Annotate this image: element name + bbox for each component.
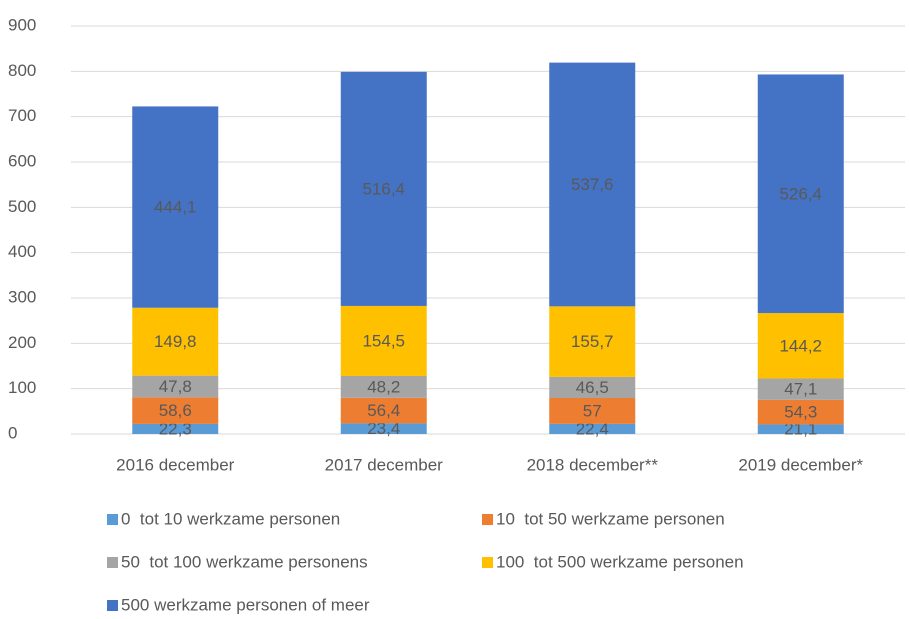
- data-label: 48,2: [367, 377, 400, 396]
- x-tick-label: 2017 december: [325, 455, 443, 474]
- y-tick-label: 0: [8, 423, 17, 442]
- y-tick-label: 100: [8, 378, 36, 397]
- y-tick-label: 200: [8, 333, 36, 352]
- data-label: 57: [583, 401, 602, 420]
- x-tick-label: 2016 december: [116, 455, 234, 474]
- bar-segment: [757, 424, 844, 434]
- data-label: 154,5: [362, 331, 405, 350]
- bar-segment: [549, 423, 636, 434]
- bar-segment: [132, 307, 219, 376]
- x-tick-label: 2019 december*: [738, 455, 863, 474]
- bar-segment: [757, 399, 844, 425]
- data-label: 155,7: [571, 332, 614, 351]
- y-tick-label: 800: [8, 61, 36, 80]
- legend-label: 0 tot 10 werkzame personen: [121, 509, 340, 528]
- bar-segment: [757, 378, 844, 400]
- legend-label: 500 werkzame personen of meer: [121, 595, 370, 614]
- bar-segment: [549, 398, 636, 424]
- bar-segment: [340, 305, 427, 376]
- bar-segment: [132, 375, 219, 398]
- y-tick-label: 500: [8, 197, 36, 216]
- data-label: 144,2: [779, 336, 822, 355]
- bar-segment: [132, 106, 219, 308]
- bar-segment: [340, 423, 427, 434]
- y-tick-label: 400: [8, 242, 36, 261]
- data-label: 149,8: [154, 332, 197, 351]
- data-label: 22,3: [159, 419, 192, 438]
- bar-segment: [132, 397, 219, 424]
- legend-swatch: [482, 557, 493, 568]
- legend-swatch: [482, 514, 493, 525]
- y-tick-label: 700: [8, 106, 36, 125]
- bar-segment: [340, 397, 427, 424]
- x-tick-label: 2018 december**: [527, 455, 659, 474]
- data-label: 537,6: [571, 175, 614, 194]
- data-label: 58,6: [159, 401, 192, 420]
- legend-swatch: [107, 557, 118, 568]
- data-label: 46,5: [576, 378, 609, 397]
- data-label: 526,4: [779, 184, 822, 203]
- bar-segment: [549, 376, 636, 399]
- legend-label: 10 tot 50 werkzame personen: [496, 509, 725, 528]
- data-label: 23,4: [367, 419, 400, 438]
- bar-segment: [549, 62, 636, 307]
- y-tick-label: 900: [8, 15, 36, 34]
- y-tick-label: 600: [8, 151, 36, 170]
- bar-segment: [549, 306, 636, 377]
- legend-label: 100 tot 500 werkzame personen: [496, 552, 744, 571]
- y-tick-label: 300: [8, 287, 36, 306]
- bar-segment: [757, 74, 844, 314]
- bar-segment: [132, 423, 219, 434]
- data-label: 21,1: [784, 420, 817, 439]
- data-label: 56,4: [367, 401, 400, 420]
- data-label: 47,8: [159, 377, 192, 396]
- legend-label: 50 tot 100 werkzame personens: [121, 552, 368, 571]
- legend-swatch: [107, 514, 118, 525]
- legend-swatch: [107, 600, 118, 611]
- bar-segment: [340, 71, 427, 306]
- data-label: 516,4: [362, 179, 405, 198]
- data-label: 444,1: [154, 198, 197, 217]
- bar-segment: [757, 313, 844, 379]
- data-label: 54,3: [784, 403, 817, 422]
- data-label: 22,4: [576, 419, 609, 438]
- data-label: 47,1: [784, 380, 817, 399]
- bar-segment: [340, 375, 427, 398]
